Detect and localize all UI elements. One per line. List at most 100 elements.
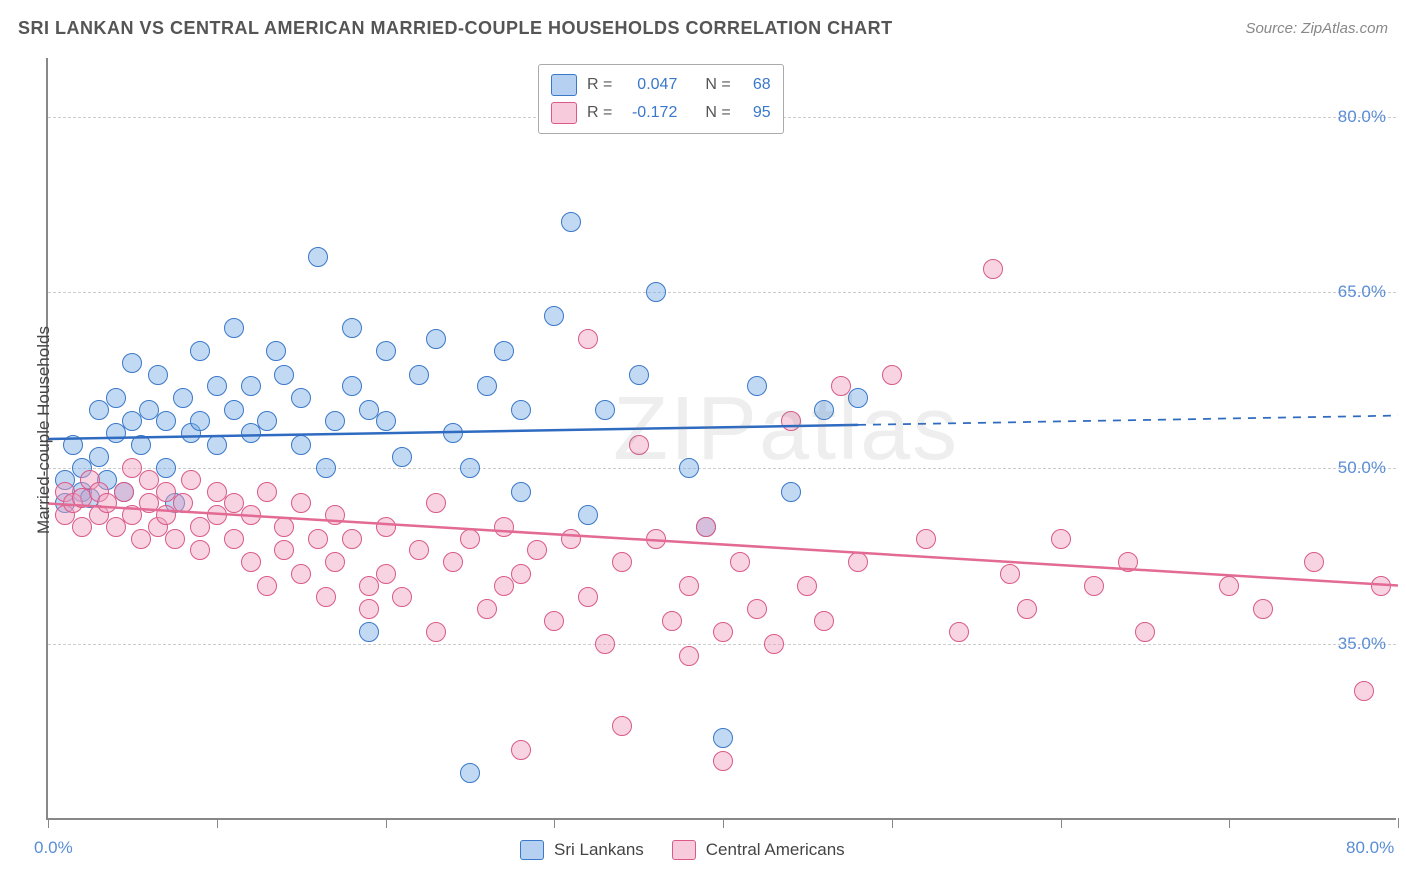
x-tick bbox=[723, 818, 724, 828]
data-point bbox=[173, 388, 193, 408]
legend-r-label: R = bbox=[587, 76, 612, 94]
gridline bbox=[48, 468, 1396, 469]
data-point bbox=[131, 529, 151, 549]
gridline bbox=[48, 292, 1396, 293]
y-tick-label: 35.0% bbox=[1338, 634, 1386, 654]
data-point bbox=[148, 365, 168, 385]
series-legend: Sri Lankans Central Americans bbox=[520, 836, 845, 864]
data-point bbox=[781, 482, 801, 502]
data-point bbox=[342, 376, 362, 396]
correlation-legend: R = 0.047 N = 68 R =-0.172N =95 bbox=[538, 64, 784, 134]
data-point bbox=[494, 341, 514, 361]
x-tick bbox=[217, 818, 218, 828]
legend-n-label: N = bbox=[705, 76, 730, 94]
data-point bbox=[190, 411, 210, 431]
data-point bbox=[190, 341, 210, 361]
data-point bbox=[257, 411, 277, 431]
data-point bbox=[460, 529, 480, 549]
data-point bbox=[544, 306, 564, 326]
legend-n-value: 95 bbox=[741, 104, 771, 122]
x-tick bbox=[554, 818, 555, 828]
data-point bbox=[106, 517, 126, 537]
data-point bbox=[443, 423, 463, 443]
legend-n-value: 68 bbox=[741, 76, 771, 94]
gridline bbox=[48, 644, 1396, 645]
data-point bbox=[207, 505, 227, 525]
data-point bbox=[1118, 552, 1138, 572]
data-point bbox=[359, 599, 379, 619]
data-point bbox=[291, 564, 311, 584]
data-point bbox=[1304, 552, 1324, 572]
legend-item: Sri Lankans bbox=[520, 836, 644, 864]
data-point bbox=[308, 247, 328, 267]
legend-r-label: R = bbox=[587, 104, 612, 122]
data-point bbox=[679, 576, 699, 596]
y-tick-label: 50.0% bbox=[1338, 458, 1386, 478]
data-point bbox=[797, 576, 817, 596]
data-point bbox=[646, 529, 666, 549]
legend-item: Central Americans bbox=[672, 836, 845, 864]
data-point bbox=[207, 435, 227, 455]
data-point bbox=[274, 517, 294, 537]
title-bar: SRI LANKAN VS CENTRAL AMERICAN MARRIED-C… bbox=[18, 18, 1388, 39]
data-point bbox=[190, 517, 210, 537]
data-point bbox=[190, 540, 210, 560]
chart-title: SRI LANKAN VS CENTRAL AMERICAN MARRIED-C… bbox=[18, 18, 893, 39]
data-point bbox=[392, 447, 412, 467]
data-point bbox=[316, 458, 336, 478]
data-point bbox=[181, 470, 201, 490]
legend-row: R =-0.172N =95 bbox=[551, 99, 771, 127]
data-point bbox=[511, 482, 531, 502]
data-point bbox=[342, 529, 362, 549]
data-point bbox=[274, 365, 294, 385]
data-point bbox=[156, 458, 176, 478]
data-point bbox=[316, 587, 336, 607]
x-tick bbox=[892, 818, 893, 828]
data-point bbox=[561, 529, 581, 549]
legend-swatch bbox=[551, 74, 577, 96]
data-point bbox=[122, 411, 142, 431]
y-tick-label: 80.0% bbox=[1338, 107, 1386, 127]
data-point bbox=[1371, 576, 1391, 596]
legend-series-name: Sri Lankans bbox=[554, 840, 644, 860]
legend-swatch bbox=[551, 102, 577, 124]
data-point bbox=[511, 564, 531, 584]
data-point bbox=[646, 282, 666, 302]
data-point bbox=[848, 552, 868, 572]
data-point bbox=[831, 376, 851, 396]
legend-r-value: 0.047 bbox=[622, 76, 677, 94]
data-point bbox=[131, 435, 151, 455]
data-point bbox=[764, 634, 784, 654]
x-tick bbox=[386, 818, 387, 828]
data-point bbox=[443, 552, 463, 572]
data-point bbox=[266, 341, 286, 361]
x-tick bbox=[1229, 818, 1230, 828]
data-point bbox=[1219, 576, 1239, 596]
data-point bbox=[949, 622, 969, 642]
scatter-plot: 35.0%50.0%65.0%80.0%R =0.047N =68R =-0.1… bbox=[46, 58, 1396, 820]
data-point bbox=[257, 482, 277, 502]
data-point bbox=[426, 622, 446, 642]
data-point bbox=[1253, 599, 1273, 619]
data-point bbox=[612, 552, 632, 572]
data-point bbox=[1084, 576, 1104, 596]
data-point bbox=[173, 493, 193, 513]
data-point bbox=[224, 400, 244, 420]
x-tick bbox=[48, 818, 49, 828]
data-point bbox=[426, 493, 446, 513]
data-point bbox=[696, 517, 716, 537]
data-point bbox=[511, 400, 531, 420]
data-point bbox=[376, 564, 396, 584]
data-point bbox=[106, 388, 126, 408]
data-point bbox=[1354, 681, 1374, 701]
data-point bbox=[1017, 599, 1037, 619]
legend-swatch bbox=[672, 840, 696, 860]
data-point bbox=[1135, 622, 1155, 642]
data-point bbox=[578, 505, 598, 525]
data-point bbox=[544, 611, 564, 631]
data-point bbox=[241, 505, 261, 525]
data-point bbox=[291, 388, 311, 408]
data-point bbox=[241, 376, 261, 396]
x-axis-label: 80.0% bbox=[1346, 838, 1394, 858]
data-point bbox=[578, 587, 598, 607]
